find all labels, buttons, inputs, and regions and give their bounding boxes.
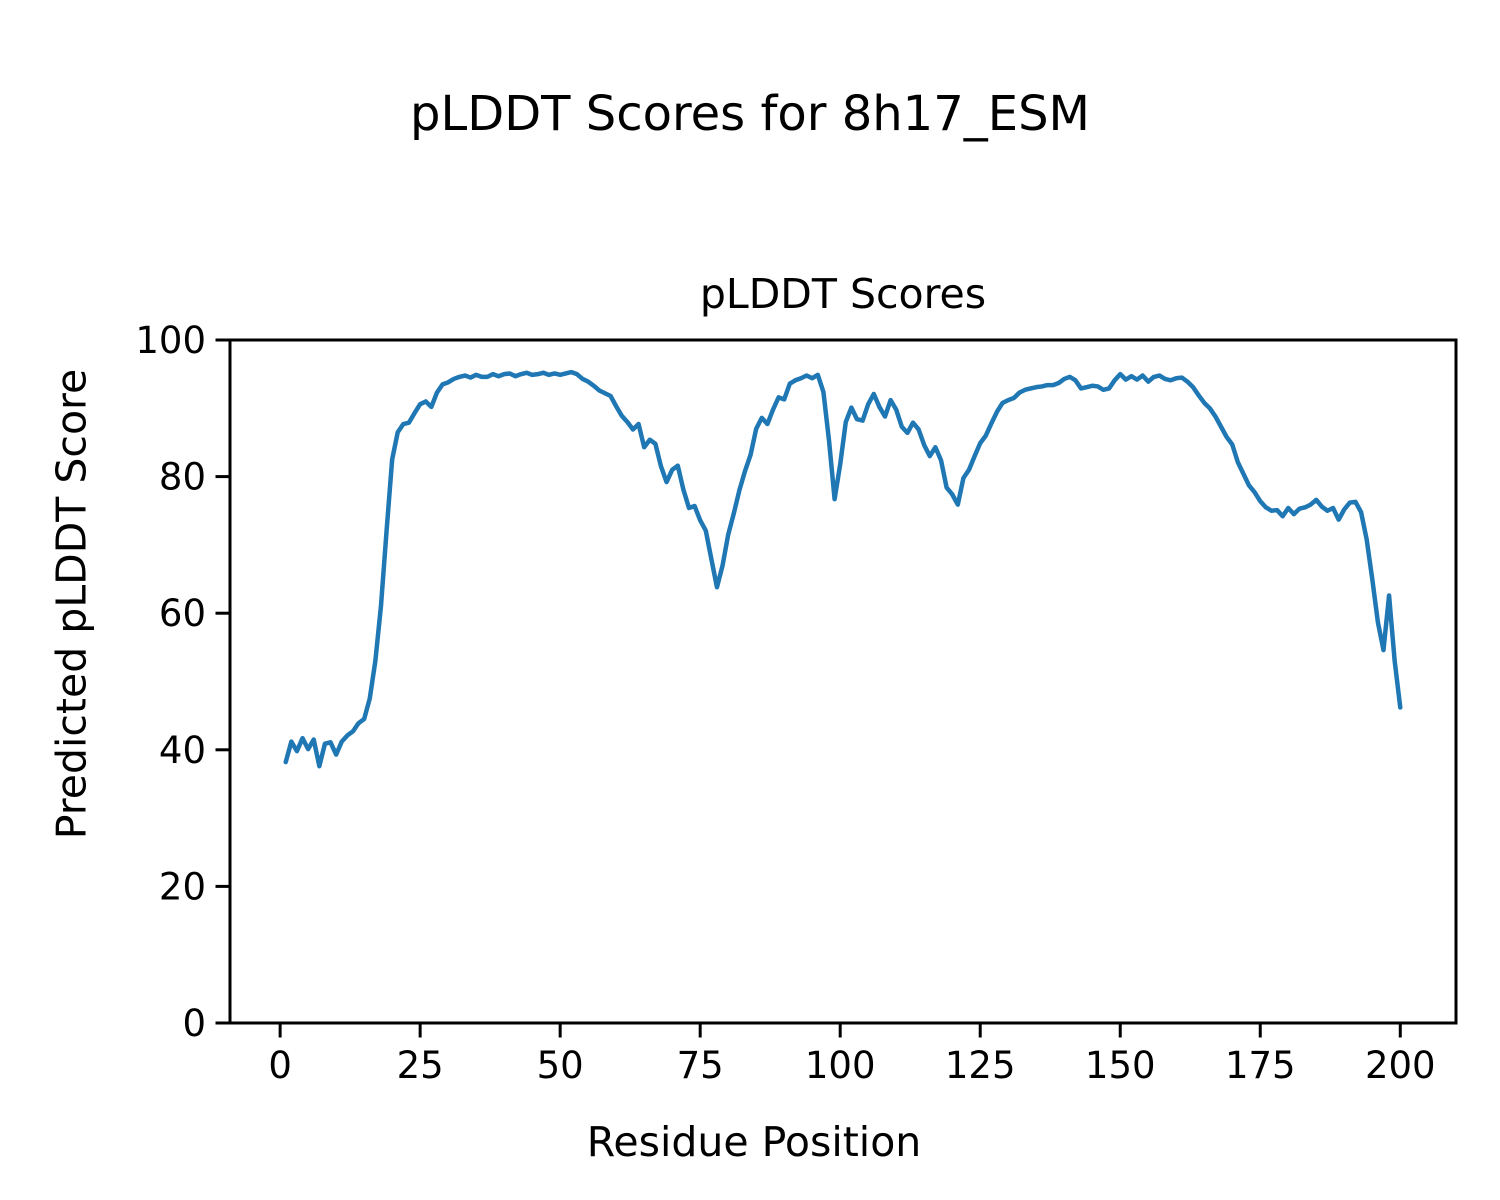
y-axis-label: Predicted pLDDT Score (47, 368, 96, 840)
y-tick-label: 40 (159, 729, 206, 772)
x-tick-label: 0 (268, 1044, 292, 1087)
x-tick-label: 25 (397, 1044, 444, 1087)
y-tick-label: 0 (182, 1002, 206, 1045)
x-tick-label: 125 (945, 1044, 1016, 1087)
y-tick-label: 100 (135, 319, 206, 362)
figure-title: pLDDT Scores for 8h17_ESM (410, 86, 1090, 142)
plddt-line (283, 369, 1403, 769)
axes-title: pLDDT Scores (699, 270, 987, 318)
x-axis-label: Residue Position (586, 1118, 922, 1166)
y-tick-label: 20 (159, 865, 206, 908)
x-tick-label: 50 (537, 1044, 584, 1087)
x-tick-label: 100 (805, 1044, 876, 1087)
x-tick-label: 150 (1085, 1044, 1156, 1087)
x-tick-label: 175 (1225, 1044, 1296, 1087)
y-tick-label: 80 (159, 456, 206, 499)
axes-spines (228, 338, 1458, 1025)
x-tick-label: 75 (677, 1044, 724, 1087)
x-tick-label: 200 (1365, 1044, 1436, 1087)
y-tick-label: 60 (159, 592, 206, 635)
